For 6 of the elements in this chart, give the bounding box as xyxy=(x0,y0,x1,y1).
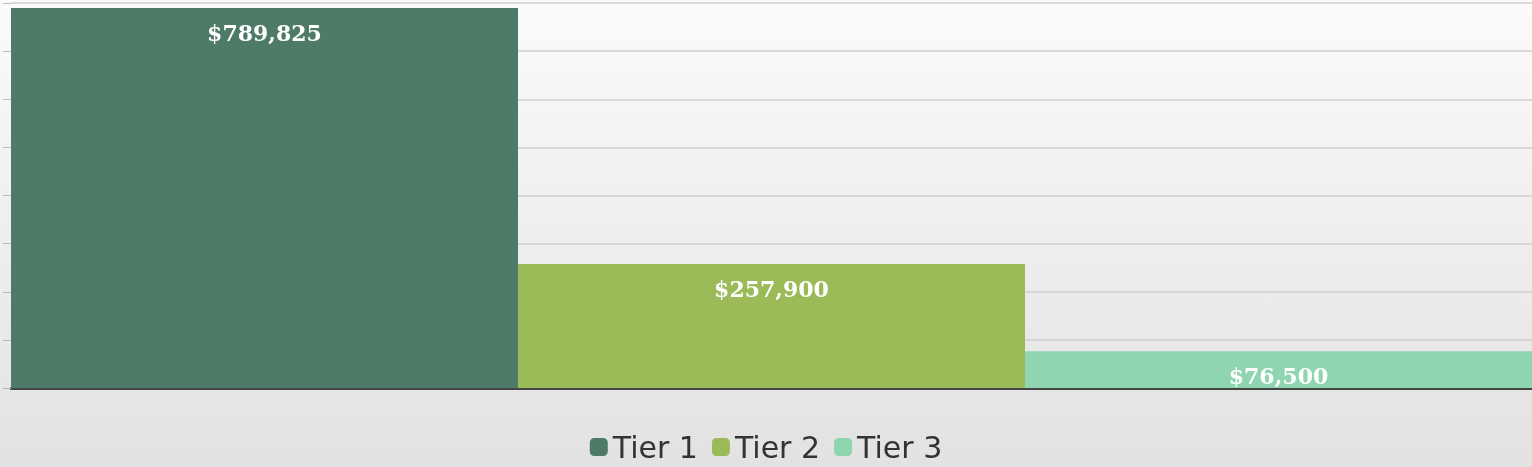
legend-label: Tier 2 xyxy=(733,429,821,465)
data-label: $76,500 xyxy=(1228,363,1329,390)
data-label: $789,825 xyxy=(207,19,322,46)
legend-label: Tier 3 xyxy=(856,429,943,465)
data-label: $257,900 xyxy=(714,275,829,302)
legend-label: Tier 1 xyxy=(611,429,698,465)
